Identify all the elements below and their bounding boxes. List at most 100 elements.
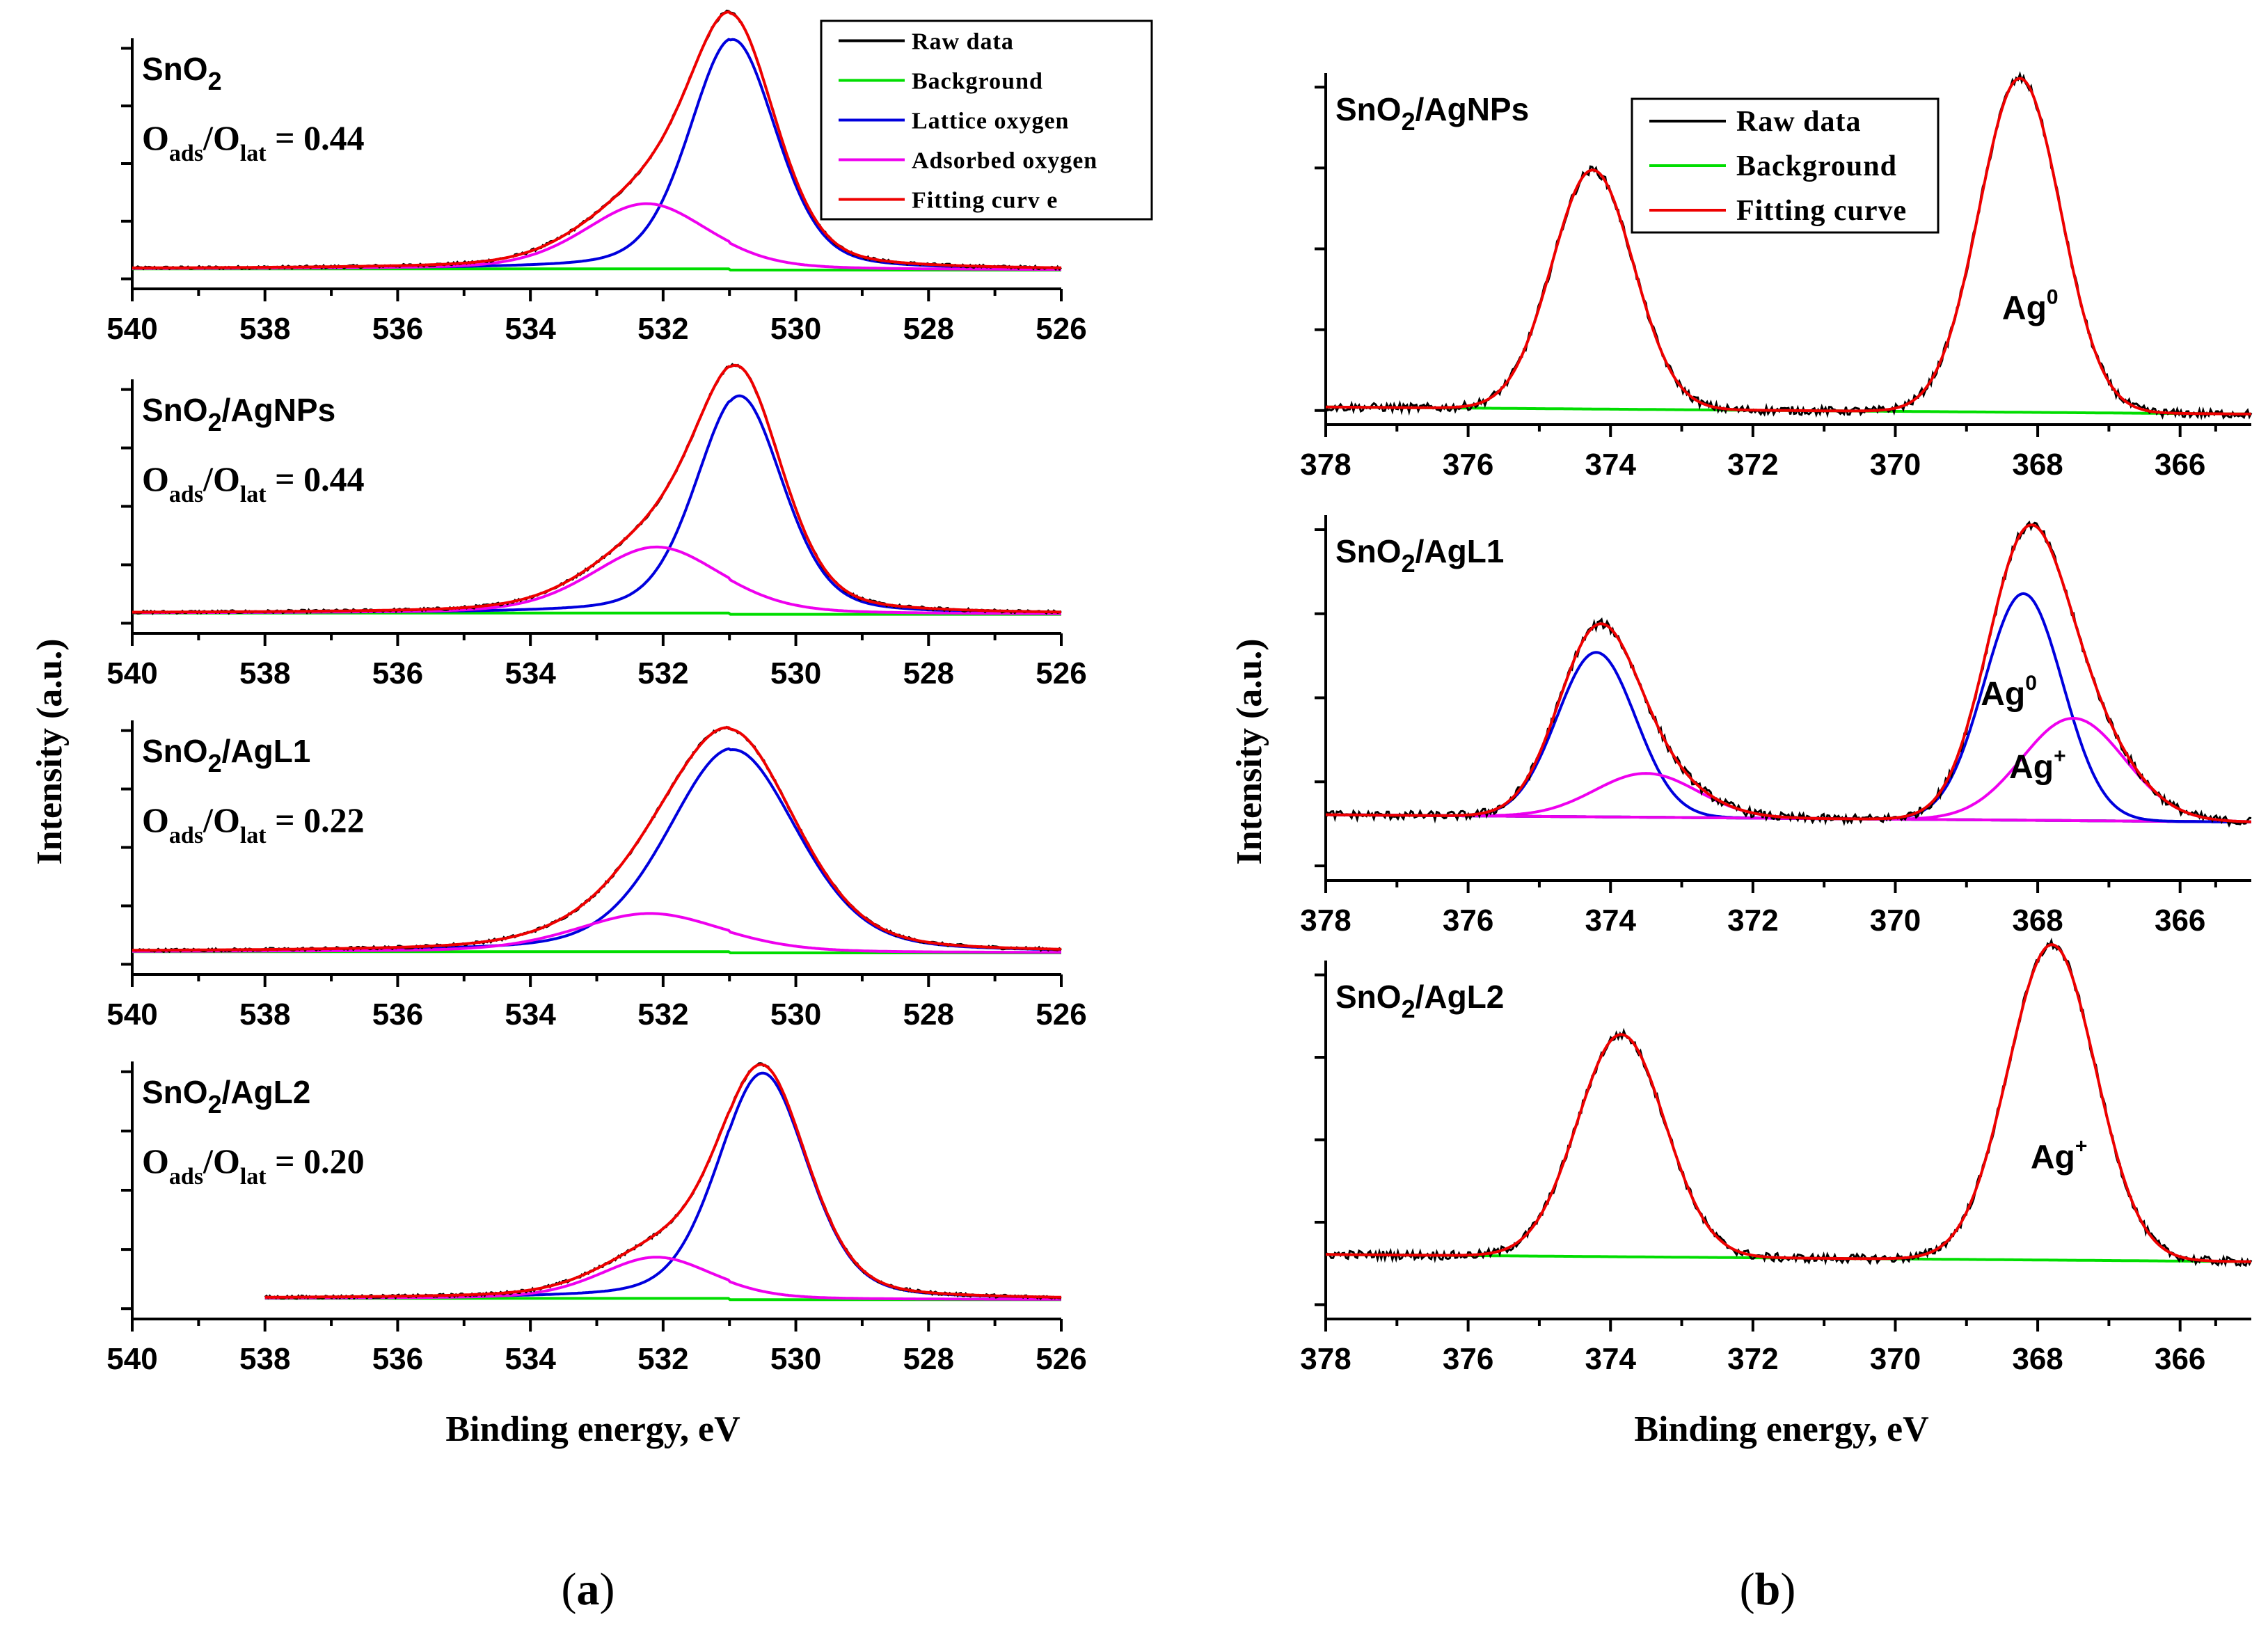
x-tick-label: 538	[239, 656, 290, 690]
panel-label-a: (a)	[562, 1564, 615, 1615]
x-tick-label: 532	[637, 1342, 688, 1376]
x-tick-label: 366	[2155, 448, 2205, 482]
oxygen-ratio-label: Oads/Olat = 0.44	[142, 459, 365, 507]
x-tick-label: 378	[1300, 448, 1351, 482]
x-tick-label: 526	[1036, 1342, 1086, 1376]
x-tick-label: 534	[505, 312, 556, 346]
legend-entry-adsorbed: Adsorbed oxygen	[912, 148, 1097, 174]
x-tick-label: 536	[372, 1342, 423, 1376]
legend-entry-raw: Raw data	[1736, 106, 1862, 138]
fitting-curve-line	[1326, 943, 2251, 1263]
x-tick-label: 376	[1443, 903, 1493, 938]
x-tick-label: 372	[1727, 1342, 1778, 1376]
peak-annotation: Ag+	[2009, 745, 2066, 786]
x-tick-label: 540	[106, 312, 157, 346]
subplot-b2: 378 376 374 372 370 368 366 SnO2/AgL1 Ag0 Ag+	[1300, 515, 2252, 938]
x-tick-label: 368	[2012, 448, 2063, 482]
sample-label: SnO2/AgL1	[142, 733, 310, 777]
sample-label: SnO2/AgL2	[142, 1074, 310, 1119]
x-tick-label: 368	[2012, 1342, 2063, 1376]
adsorbed-component-line	[132, 912, 1061, 954]
x-tick-label: 534	[505, 997, 556, 1032]
x-tick-label: 374	[1585, 448, 1637, 482]
x-tick-label: 368	[2012, 903, 2063, 938]
peak-annotation: Ag0	[1981, 672, 2037, 713]
x-tick-label: 376	[1443, 1342, 1493, 1376]
x-tick-label: 536	[372, 656, 423, 690]
ylabel-panel-b: Intensity (a.u.)	[1230, 638, 1269, 864]
oxygen-ratio-label: Oads/Olat = 0.22	[142, 800, 365, 848]
x-tick-label: 526	[1036, 312, 1086, 346]
x-tick-label: 528	[903, 312, 954, 346]
x-tick-label: 374	[1585, 903, 1637, 938]
subplot-b3: 378 376 374 372 370 368 366 SnO2/AgL2 Ag+	[1300, 938, 2253, 1376]
x-tick-label: 530	[770, 312, 821, 346]
x-tick-label: 376	[1443, 448, 1493, 482]
x-tick-label: 378	[1300, 1342, 1351, 1376]
x-tick-label: 366	[2155, 903, 2205, 938]
x-tick-label: 540	[106, 656, 157, 690]
legend-entry-lattice: Lattice oxygen	[912, 109, 1069, 134]
raw-data-line	[264, 1062, 1062, 1300]
oxygen-ratio-label: Oads/Olat = 0.20	[142, 1142, 365, 1190]
fitting-curve-line	[132, 726, 1062, 952]
x-tick-label: 538	[239, 997, 290, 1032]
lattice-component-line	[132, 747, 1062, 952]
fitting-curve-line	[132, 363, 1061, 614]
x-tick-label: 540	[106, 1342, 157, 1376]
x-tick-label: 372	[1727, 448, 1778, 482]
x-tick-label: 370	[1870, 1342, 1921, 1376]
x-tick-label: 528	[903, 656, 954, 690]
xlabel-panel-b: Binding energy, eV	[1634, 1409, 1928, 1449]
x-tick-label: 530	[770, 1342, 821, 1376]
ylabel-panel-a: Intensity (a.u.)	[30, 638, 70, 864]
sample-label: SnO2	[142, 51, 222, 95]
legend-entry-fit: Fitting curve	[1736, 195, 1907, 227]
sample-label: SnO2/AgNPs	[142, 392, 335, 436]
xlabel-panel-a: Binding energy, eV	[445, 1409, 740, 1449]
subplot-a4: 540 538 536 534 532 530 528 526 SnO2/AgL2 Oads/Ol…	[106, 1061, 1087, 1376]
panel-label-b: (b)	[1740, 1564, 1796, 1615]
x-tick-label: 532	[637, 997, 688, 1032]
x-tick-label: 536	[372, 997, 423, 1032]
x-tick-label: 536	[372, 312, 423, 346]
x-tick-label: 530	[770, 997, 821, 1032]
lattice-component-line	[1326, 592, 2251, 823]
lattice-component-line	[132, 394, 1061, 615]
legend-entry-background: Background	[912, 69, 1043, 95]
x-tick-label: 534	[505, 656, 556, 690]
adsorbed-component-line	[1326, 717, 2251, 823]
x-tick-label: 372	[1727, 903, 1778, 938]
fitting-curve-line	[264, 1063, 1061, 1299]
subplot-a1: 540 538 536 534 532 530 528 526 SnO2 Oads/Olat = …	[106, 9, 1153, 346]
x-tick-label: 538	[239, 312, 290, 346]
x-tick-label: 526	[1036, 997, 1086, 1032]
legend-entry-fit: Fitting curv e	[912, 188, 1058, 214]
lattice-component-line	[1326, 651, 2251, 823]
subplots: 540 538 536 534 532 530 528 526 SnO2 Oads/Olat = …	[106, 9, 2253, 1376]
x-tick-label: 534	[505, 1342, 556, 1376]
legend-b: Raw data Background Fitting curve	[1631, 97, 1940, 234]
x-tick-label: 530	[770, 656, 821, 690]
x-tick-label: 374	[1585, 1342, 1637, 1376]
x-tick-label: 528	[903, 997, 954, 1032]
subplot-a3: 540 538 536 534 532 530 528 526 SnO2/AgL1 Oads/Ol…	[106, 720, 1087, 1032]
x-tick-label: 540	[106, 997, 157, 1032]
oxygen-ratio-label: Oads/Olat = 0.44	[142, 118, 365, 166]
x-tick-label: 532	[637, 656, 688, 690]
x-tick-label: 370	[1870, 903, 1921, 938]
fitting-curve-line	[1326, 523, 2251, 823]
legend-a: Raw data Background Lattice oxygen Adsorbed…	[820, 19, 1153, 221]
x-tick-label: 370	[1870, 448, 1921, 482]
subplot-b1: 378 376 374 372 370 368 366 SnO2/AgNPs Ag0 Raw da…	[1300, 71, 2253, 482]
x-tick-label: 532	[637, 312, 688, 346]
x-tick-label: 528	[903, 1342, 954, 1376]
sample-label: SnO2/AgNPs	[1335, 91, 1529, 136]
lattice-component-line	[264, 1071, 1062, 1300]
x-tick-label: 538	[239, 1342, 290, 1376]
sample-label: SnO2/AgL2	[1335, 979, 1504, 1023]
fitting-curve-line	[1325, 77, 2251, 416]
peak-annotation: Ag0	[2002, 286, 2059, 327]
peak-annotation: Ag+	[2031, 1135, 2088, 1176]
